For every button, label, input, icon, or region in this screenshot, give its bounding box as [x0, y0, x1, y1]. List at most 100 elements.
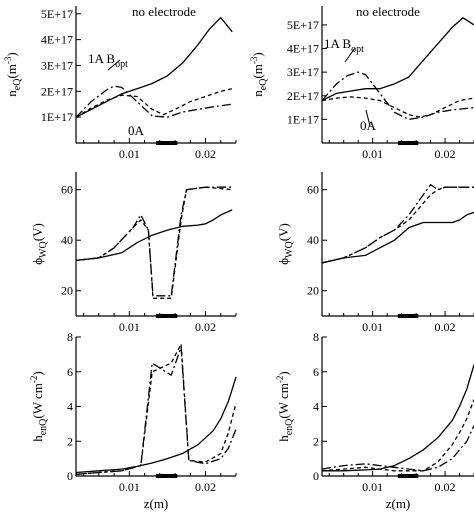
y-axis-label: neQ(m-3): [249, 52, 269, 96]
y-axis-label-part: ): [30, 371, 45, 375]
y-tick-label: 5E+17: [41, 7, 73, 21]
y-tick-label: 2E+17: [41, 84, 73, 98]
y-tick-label: 60: [307, 183, 319, 197]
annotation-1a-b-main-right: 1A B: [324, 36, 351, 51]
y-tick-label: 1E+17: [41, 110, 73, 124]
x-tick-label: 0.02: [435, 147, 456, 161]
series-line-dashdot: [321, 71, 474, 121]
series-line-dashed: [321, 186, 474, 264]
annotation-0a: 0A: [128, 123, 145, 138]
series-line-solid: [321, 17, 474, 102]
y-tick-label: 6: [313, 365, 319, 379]
series-line-dashdot: [321, 425, 474, 472]
series-line-dashdot: [75, 346, 237, 475]
y-axis-label: ϕWQ(V): [30, 223, 49, 265]
annotation-1a-bopt-right: 1A Bopt: [324, 36, 364, 55]
y-axis-label-part: ): [250, 52, 265, 56]
y-axis-label-part: (V): [30, 223, 45, 241]
y-tick-label: 4: [313, 400, 319, 414]
y-axis-label-part: enQ: [284, 418, 295, 435]
y-tick-label: 0: [67, 469, 73, 483]
series-line-dashdot: [321, 183, 474, 264]
panel-2: 0.01 0.02 20 40 60 ϕWQ(V): [30, 172, 237, 334]
panel-5: 0.01 0.02 0 2 4 6 8 henQ(W cm-2) z(m): [275, 330, 474, 511]
series-line-solid: [321, 211, 474, 264]
annotation-pointer: [107, 59, 121, 71]
annotation-pointer: [365, 109, 371, 127]
y-axis-label: ϕWQ(V): [276, 223, 295, 265]
y-axis-label-part: n: [250, 90, 265, 97]
y-tick-label: 8: [313, 330, 319, 344]
annotation-0a-right: 0A: [360, 118, 377, 133]
annotation-no-electrode: no electrode: [132, 4, 196, 19]
y-tick-label: 2E+17: [287, 89, 319, 103]
y-axis-label-part: -2: [275, 376, 285, 384]
series-line-solid: [75, 209, 233, 262]
series-line-solid: [75, 376, 237, 474]
annotation-1a-bopt: 1A Bopt: [88, 51, 128, 70]
y-axis-label-part: ϕ: [30, 258, 45, 265]
y-axis-label-part: -3: [249, 56, 259, 64]
panel-1: 0.01 0.02 1E+17 2E+17 3E+17 4E+17 5E+17 neQ(m-3…: [249, 6, 474, 161]
annotation-1a-b-main: 1A B: [88, 51, 115, 66]
x-tick-label: 0.02: [195, 320, 216, 334]
x-tick-label: 0.01: [119, 480, 140, 494]
x-tick-label: 0.01: [362, 147, 383, 161]
panel-4: 0.01 0.02 0 2 4 6 8 henQ(W cm-2) z(m): [29, 330, 237, 511]
y-axis-label-part: ϕ: [276, 258, 291, 265]
y-axis-label-part: WQ: [284, 240, 295, 257]
y-axis-label-part: ): [4, 52, 19, 56]
annotation-1a-b-sub: opt: [115, 59, 128, 70]
y-tick-label: 20: [61, 284, 73, 298]
series-line-solid: [75, 16, 233, 118]
x-tick-label: 0.02: [435, 480, 456, 494]
y-axis-label-part: ): [276, 371, 291, 375]
y-axis-label-part: WQ: [38, 240, 49, 257]
y-tick-label: 40: [61, 233, 73, 247]
panel-0: 0.01 0.02 1E+17 2E+17 3E+17 4E+17 5E+17 neQ(m-3…: [3, 6, 237, 161]
series-line-dashed: [75, 88, 233, 118]
y-tick-label: 2: [313, 434, 319, 448]
annotation-pointer: [344, 47, 356, 63]
y-axis-label-part: -2: [29, 376, 39, 384]
y-tick-label: 0: [313, 469, 319, 483]
y-axis-label-part: (V): [276, 223, 291, 241]
y-axis-label: henQ(W cm-2): [29, 371, 49, 442]
y-axis-label-part: -3: [3, 56, 13, 64]
annotation-no-electrode-right: no electrode: [356, 4, 420, 19]
y-axis-label-part: h: [276, 435, 291, 442]
series-line-dashed: [75, 343, 237, 475]
x-axis-label: z(m): [386, 496, 411, 511]
y-tick-label: 40: [307, 233, 319, 247]
y-axis-label-part: (W cm: [30, 383, 45, 419]
y-axis-label-part: eQ: [12, 78, 23, 90]
y-tick-label: 6: [67, 365, 73, 379]
y-axis-label-part: enQ: [38, 418, 49, 435]
y-axis-label: henQ(W cm-2): [275, 371, 295, 442]
y-tick-label: 3E+17: [287, 65, 319, 79]
y-axis-label-part: eQ: [258, 78, 269, 90]
y-tick-label: 4E+17: [287, 42, 319, 56]
y-tick-label: 1E+17: [287, 112, 319, 126]
y-tick-label: 4: [67, 400, 73, 414]
x-tick-label: 0.02: [195, 480, 216, 494]
y-axis-label: neQ(m-3): [3, 52, 23, 96]
y-tick-label: 60: [61, 183, 73, 197]
y-tick-label: 3E+17: [41, 58, 73, 72]
series-line-dashdot: [75, 85, 233, 118]
x-tick-label: 0.01: [362, 320, 383, 334]
y-tick-label: 8: [67, 330, 73, 344]
x-tick-label: 0.01: [362, 480, 383, 494]
y-tick-label: 5E+17: [287, 18, 319, 32]
x-tick-label: 0.01: [119, 320, 140, 334]
x-tick-label: 0.02: [195, 147, 216, 161]
y-tick-label: 2: [67, 434, 73, 448]
y-axis-label-part: n: [4, 90, 19, 97]
x-tick-label: 0.02: [435, 320, 456, 334]
y-axis-label-part: (m: [250, 64, 265, 78]
x-axis-label: z(m): [144, 496, 169, 511]
x-tick-label: 0.01: [119, 147, 140, 161]
y-tick-label: 4E+17: [41, 33, 73, 47]
annotation-1a-b-sub-right: opt: [351, 44, 364, 55]
